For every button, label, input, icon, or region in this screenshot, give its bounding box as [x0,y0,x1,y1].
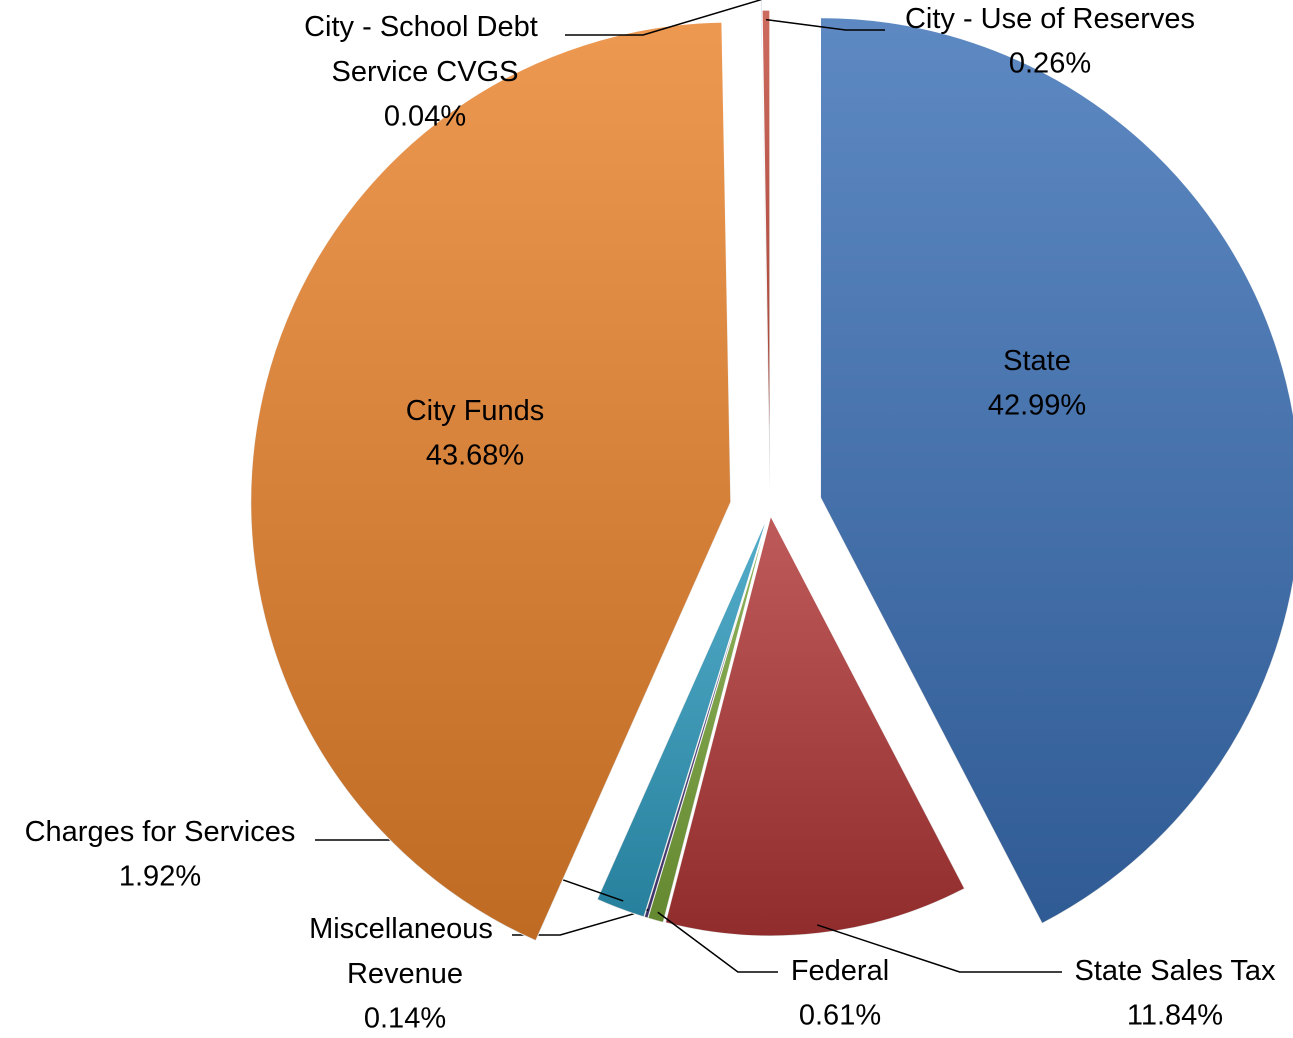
value-label: 0.61% [799,1000,881,1032]
slice-label: Miscellaneous Revenue [309,913,501,990]
value-label: 42.99% [988,390,1086,422]
slice-label: City - School Debt Service CVGS [304,11,546,88]
pie-slice [761,9,771,491]
slice-label: City Funds [406,395,545,427]
value-label: 11.84% [1127,1000,1223,1032]
value-label: 0.26% [1009,48,1091,80]
value-label: 43.68% [426,440,524,472]
value-label: 0.14% [364,1003,446,1035]
slice-label: Charges for Services [25,816,296,848]
slice-label: State Sales Tax [1075,955,1276,987]
leader-line [765,18,885,31]
slice-label: Federal [791,955,889,987]
slice-label: City - Use of Reserves [905,3,1195,35]
value-label: 1.92% [119,861,201,893]
leader-line [565,0,762,36]
leader-line [816,924,1062,973]
slice-label: State [1003,345,1071,377]
value-label: 0.04% [384,101,466,133]
